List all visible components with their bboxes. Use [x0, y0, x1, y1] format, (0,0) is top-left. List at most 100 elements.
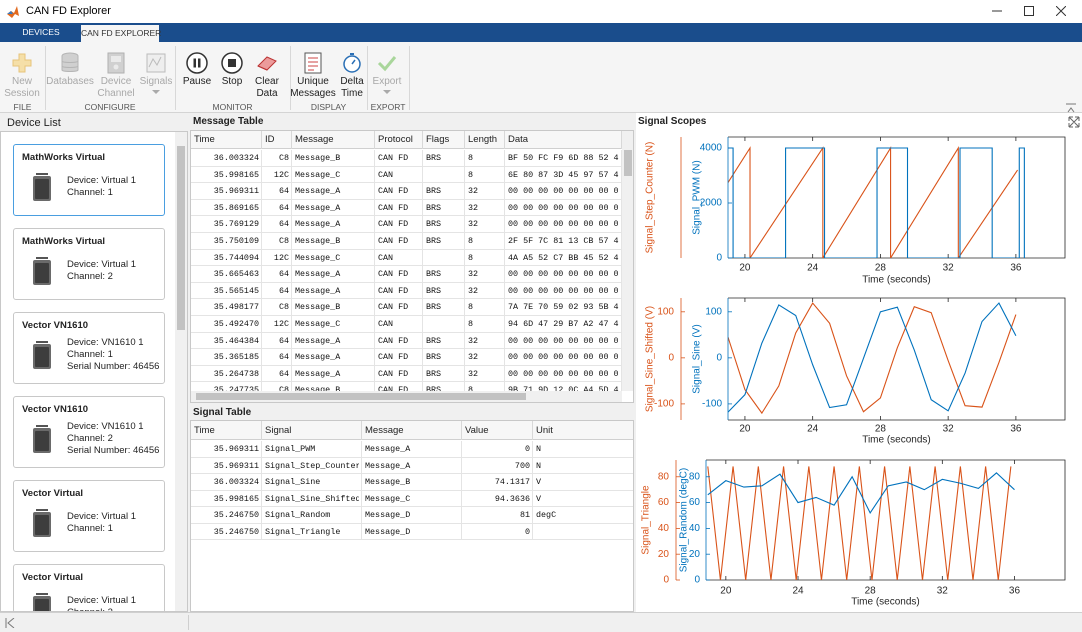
scrollbar[interactable]: [622, 131, 633, 391]
table-row[interactable]: 35.246750 Signal_Triangle Message_D 0: [191, 523, 633, 540]
toolstrip-button[interactable]: Pause: [173, 46, 221, 102]
table-cell-border: [504, 365, 505, 383]
y-tick-label: 60: [658, 497, 670, 508]
toolstrip-button[interactable]: Signals: [132, 46, 180, 102]
icon-part: [7, 6, 19, 18]
status-bar: [0, 612, 1082, 632]
table-row[interactable]: 36.003324 Signal_Sine Message_B 74.1317 V: [191, 474, 633, 491]
toolstrip-button[interactable]: Delta Time: [328, 46, 376, 102]
column-header[interactable]: Length: [465, 131, 505, 149]
collapse-icon[interactable]: [1066, 100, 1076, 113]
table-row[interactable]: 35.969311 64 Message_A CAN FD BRS 32 00 00 00 …: [191, 183, 622, 200]
table-cell: 36.003324: [213, 153, 259, 163]
y2-tick-label: 40: [689, 523, 701, 534]
column-header[interactable]: Data: [505, 131, 622, 149]
table-cell-border: [422, 199, 423, 217]
table-row[interactable]: 35.969311 Signal_PWM Message_A 0 N: [191, 441, 633, 458]
column-header[interactable]: Time: [191, 131, 262, 149]
icon-part: [383, 90, 391, 94]
table-cell: Message_A: [295, 335, 341, 346]
device-detail: Channel: 1: [67, 523, 113, 534]
table-cell-border: [261, 332, 262, 350]
column-header[interactable]: Time: [191, 421, 262, 440]
table-cell-border: [464, 365, 465, 383]
y-tick-label: 100: [657, 306, 674, 317]
table-row[interactable]: 35.744094 12C Message_C CAN 8 4A A5 52 C7 BB …: [191, 249, 622, 267]
column-header[interactable]: Signal: [262, 421, 362, 440]
expand-icon[interactable]: [1068, 115, 1080, 128]
table-row[interactable]: 35.464384 64 Message_A CAN FD BRS 32 00 00 00 …: [191, 332, 622, 350]
table-row[interactable]: 35.498177 C8 Message_B CAN FD BRS 8 7A 7E 70 5…: [191, 299, 622, 316]
button-label: Databases: [46, 76, 94, 87]
column-header[interactable]: Protocol: [375, 131, 423, 149]
table-cell: Message_B: [295, 153, 341, 163]
tab[interactable]: CAN FD EXPLORER: [81, 25, 161, 42]
y-tick-label: 20: [658, 549, 670, 560]
table-row[interactable]: 35.565145 64 Message_A CAN FD BRS 32 00 00 00 …: [191, 282, 622, 300]
table-row[interactable]: 35.998165 Signal_Sine_Shifted Message_C 94.…: [191, 490, 633, 507]
window-control[interactable]: [982, 0, 1012, 23]
table-row[interactable]: 35.492470 12C Message_C CAN 8 94 6D 47 29 B7 …: [191, 316, 622, 333]
table-cell: CAN FD: [378, 352, 409, 363]
table-cell: BRS: [426, 285, 442, 296]
device-card[interactable]: Vector Virtual Device: Virtual 1Channel: …: [13, 564, 165, 611]
table-row[interactable]: 35.246750 Signal_Random Message_D 81 degC: [191, 507, 633, 524]
table-row[interactable]: 35.969311 Signal_Step_Counter Message_A 700…: [191, 457, 633, 474]
column-header[interactable]: Message: [362, 421, 462, 440]
scrollbar[interactable]: [191, 391, 622, 402]
table-row[interactable]: 35.665463 64 Message_A CAN FD BRS 32 00 00 00 …: [191, 266, 622, 283]
toolstrip-button[interactable]: Clear Data: [243, 46, 291, 102]
table-cell: CAN FD: [378, 269, 409, 280]
table-cell: Signal_Triangle: [265, 526, 341, 537]
x-tick-label: 32: [943, 263, 955, 274]
table-row[interactable]: 36.003324 C8 Message_B CAN FD BRS 8 BF 50 FC F…: [191, 150, 622, 167]
tab[interactable]: DEVICES: [22, 27, 60, 37]
scrollbar[interactable]: [175, 132, 187, 611]
device-card[interactable]: MathWorks Virtual Device: Virtual 1 Channe…: [13, 144, 165, 216]
scrollbar-thumb[interactable]: [177, 146, 185, 330]
table-cell: V: [536, 477, 542, 487]
plot-frame: [728, 297, 1066, 421]
button-icon: [377, 56, 397, 72]
table-cell: 00 00 00 00 00 00 00 00: [508, 285, 619, 296]
table-cell-border: [422, 249, 423, 267]
table-cell: 35.246750: [213, 526, 259, 537]
column-header[interactable]: Value: [462, 421, 533, 440]
toolstrip-button[interactable]: New Session: [0, 46, 46, 102]
table-row[interactable]: 35.769129 64 Message_A CAN FD BRS 32 00 00 00 …: [191, 216, 622, 233]
toolstrip-button[interactable]: Export: [363, 46, 411, 102]
scrollbar-thumb[interactable]: [196, 393, 526, 400]
toolstrip-button[interactable]: Databases: [46, 46, 94, 102]
window-control[interactable]: [1046, 0, 1076, 23]
table-cell: 00 00 00 00 00 00 00 00: [508, 269, 619, 280]
icon-part: [5, 618, 15, 628]
toolstrip-button[interactable]: Stop: [208, 46, 256, 102]
icon-part: [35, 263, 49, 283]
group-label: FILE: [13, 102, 32, 112]
scrollbar-thumb[interactable]: [624, 150, 632, 176]
device-detail: Channel: 2: [67, 433, 113, 444]
table-row[interactable]: 35.998165 12C Message_C CAN 8 6E 80 87 3D 45 …: [191, 166, 622, 184]
button-label: Signals: [139, 76, 173, 87]
window-control[interactable]: [1014, 0, 1044, 23]
table-cell: BRS: [426, 186, 442, 197]
table-row[interactable]: 35.264738 64 Message_A CAN FD BRS 32 00 00 00 …: [191, 365, 622, 383]
table-cell-border: [374, 282, 375, 300]
table-cell-border: [291, 282, 292, 300]
column-header[interactable]: Flags: [423, 131, 465, 149]
table-row[interactable]: 35.365185 64 Message_A CAN FD BRS 32 00 00 00 …: [191, 349, 622, 366]
device-detail: Device: Virtual 1: [67, 175, 136, 186]
column-header[interactable]: Message: [292, 131, 375, 149]
column-header[interactable]: ID: [262, 131, 292, 149]
toolstrip-button[interactable]: Unique Messages: [289, 46, 337, 102]
panel-title: Device List: [7, 117, 61, 129]
table-row[interactable]: 35.869165 64 Message_A CAN FD BRS 32 00 00 00 …: [191, 199, 622, 217]
column-header[interactable]: Unit: [533, 421, 633, 440]
table-cell: 32: [468, 186, 479, 197]
toolstrip-button[interactable]: Device Channel: [92, 46, 140, 102]
device-card[interactable]: MathWorks Virtual Device: Virtual 1 Channe…: [13, 228, 165, 300]
table-row[interactable]: 35.750109 C8 Message_B CAN FD BRS 8 2F 5F 7C 8…: [191, 233, 622, 250]
